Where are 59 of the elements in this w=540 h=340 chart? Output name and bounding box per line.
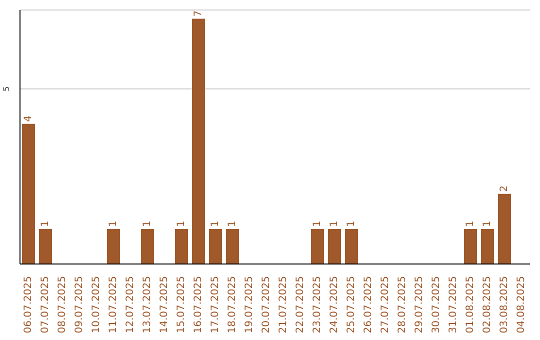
data-label: 4: [23, 115, 34, 122]
x-tick-label: 30.07.2025: [431, 276, 442, 334]
x-tick-label: 02.08.2025: [482, 276, 493, 334]
x-tick-label: 14.07.2025: [159, 276, 170, 334]
data-label: 1: [142, 220, 153, 227]
y-tick-label: 5: [2, 86, 11, 92]
x-tick-label: 15.07.2025: [176, 276, 187, 334]
data-label: 1: [176, 220, 187, 227]
bar: [141, 228, 154, 264]
x-tick-label: 10.07.2025: [91, 276, 102, 334]
x-tick-label: 21.07.2025: [278, 276, 289, 334]
bar: [498, 194, 511, 264]
x-tick-label: 06.07.2025: [23, 276, 34, 334]
x-tick-label: 29.07.2025: [414, 276, 425, 334]
data-label: 2: [499, 186, 510, 192]
x-tick-label: 31.07.2025: [448, 276, 459, 334]
data-label: 1: [465, 220, 476, 227]
x-tick-label: 18.07.2025: [227, 276, 238, 334]
bar: [328, 228, 341, 264]
x-tick-label: 04.08.2025: [516, 276, 527, 334]
bar: [464, 228, 477, 264]
x-tick-label: 16.07.2025: [193, 276, 204, 334]
x-tick-label: 28.07.2025: [397, 276, 408, 334]
x-tick-label: 08.07.2025: [57, 276, 68, 334]
data-label: 1: [312, 220, 323, 227]
bar: [192, 18, 205, 264]
x-tick-label: 12.07.2025: [125, 276, 136, 334]
data-label: 1: [210, 220, 221, 227]
x-tick-label: 23.07.2025: [312, 276, 323, 334]
x-tick-label: 13.07.2025: [142, 276, 153, 334]
bar: [22, 124, 35, 264]
data-label: 1: [108, 220, 119, 227]
bar: [175, 228, 188, 264]
x-tick-label: 27.07.2025: [380, 276, 391, 334]
x-tick-label: 25.07.2025: [346, 276, 357, 334]
bar: [39, 228, 52, 264]
x-tick-label: 09.07.2025: [74, 276, 85, 334]
bar: [107, 228, 120, 264]
data-label: 1: [329, 220, 340, 227]
bar: [481, 228, 494, 264]
x-tick-label: 07.07.2025: [40, 276, 51, 334]
data-label: 1: [227, 220, 238, 227]
x-tick-label: 24.07.2025: [329, 276, 340, 334]
x-tick-label: 17.07.2025: [210, 276, 221, 334]
data-label: 7: [193, 10, 204, 17]
bar: [209, 228, 222, 264]
x-tick-label: 19.07.2025: [244, 276, 255, 334]
x-tick-label: 22.07.2025: [295, 276, 306, 334]
data-label: 1: [346, 220, 357, 227]
data-label: 1: [40, 220, 51, 227]
data-label: 1: [482, 220, 493, 227]
x-tick-label: 01.08.2025: [465, 276, 476, 334]
bar: [345, 228, 358, 264]
x-tick-label: 20.07.2025: [261, 276, 272, 334]
x-tick-label: 03.08.2025: [499, 276, 510, 334]
bar: [311, 228, 324, 264]
bar: [226, 228, 239, 264]
x-tick-label: 11.07.2025: [108, 276, 119, 334]
x-tick-label: 26.07.2025: [363, 276, 374, 334]
